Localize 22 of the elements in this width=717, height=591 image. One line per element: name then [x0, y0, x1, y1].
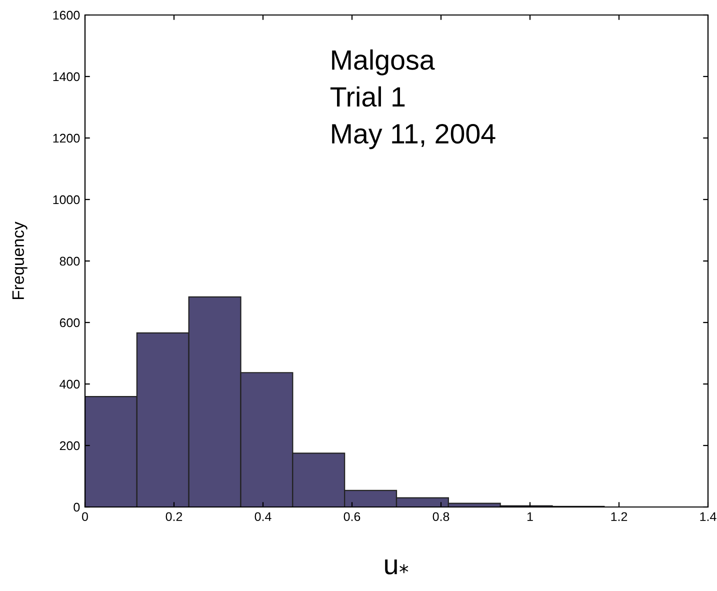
- y-tick-label: 800: [60, 256, 80, 266]
- y-tick-label: 1600: [53, 10, 80, 20]
- y-tick-label: 1000: [53, 195, 80, 204]
- annotation: May 11, 2004: [332, 124, 496, 150]
- x-tick-label: 0.4: [254, 512, 272, 522]
- y-tick-label: 0: [74, 502, 80, 512]
- y-tick-label: 600: [60, 318, 80, 328]
- annotation: Malgosa: [332, 49, 435, 76]
- x-tick-label: 1.2: [611, 512, 628, 521]
- x-tick-label: 0.8: [432, 512, 450, 522]
- y-tick-label: 1200: [53, 134, 80, 143]
- x-tick-label: 0.2: [166, 512, 182, 522]
- x-axis-title: u$_{*}$: [385, 559, 408, 574]
- x-tick-label: 0: [82, 512, 88, 522]
- x-tick-label: 1: [527, 512, 533, 521]
- x-tick-label: 0.6: [344, 512, 360, 522]
- annotation: Trial 1: [330, 86, 405, 107]
- y-axis-title: Frequency: [12, 222, 28, 299]
- x-tick-label: 1.4: [700, 512, 716, 521]
- y-tick-label: 400: [60, 380, 80, 389]
- y-tick-label: 1400: [53, 72, 80, 82]
- y-tick-label: 200: [60, 441, 80, 450]
